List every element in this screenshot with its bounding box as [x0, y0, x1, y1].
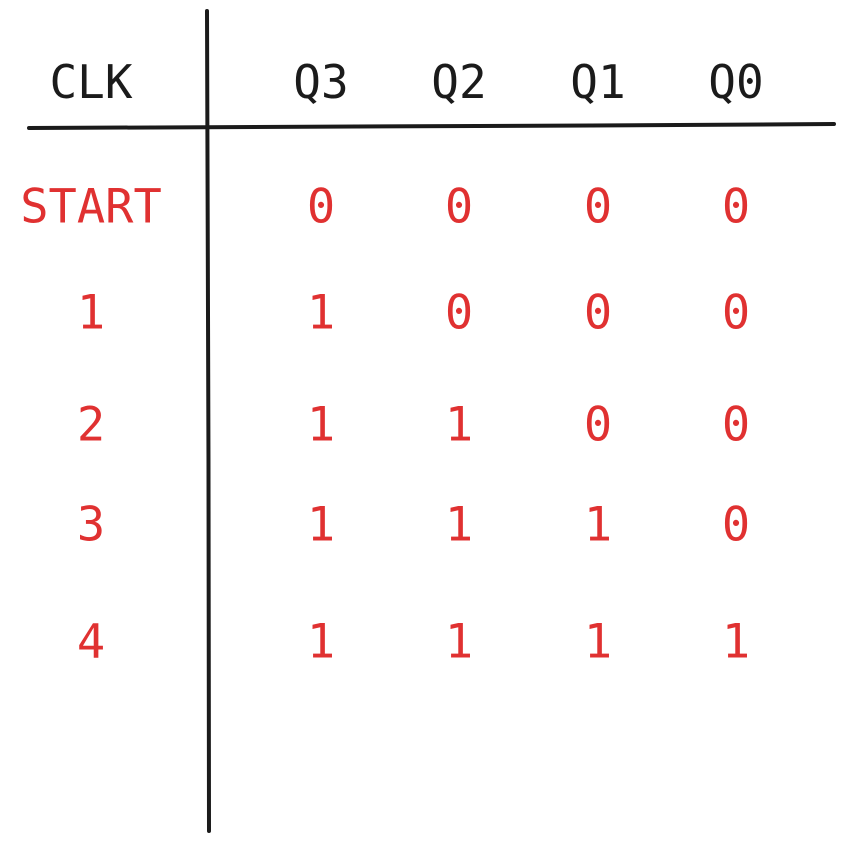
cell-q1: 0	[583, 397, 613, 453]
cell-q3: 1	[306, 397, 336, 453]
cell-q0: 0	[721, 397, 751, 453]
header-divider-line	[27, 122, 836, 130]
cell-q2: 1	[444, 614, 474, 670]
cell-q3: 1	[306, 614, 336, 670]
cell-q3: 1	[306, 497, 336, 553]
clk-column-divider-line	[205, 9, 211, 833]
cell-q2: 1	[444, 397, 474, 453]
row-clk-label: 3	[76, 497, 106, 553]
header-clk: CLK	[49, 55, 133, 109]
cell-q3: 1	[306, 285, 336, 341]
cell-q0: 1	[721, 614, 751, 670]
header-q0: Q0	[708, 55, 764, 109]
cell-q2: 1	[444, 497, 474, 553]
cell-q2: 0	[444, 285, 474, 341]
cell-q0: 0	[721, 497, 751, 553]
row-clk-label: START	[20, 179, 162, 235]
row-clk-label: 2	[76, 397, 106, 453]
cell-q1: 0	[583, 179, 613, 235]
cell-q0: 0	[721, 285, 751, 341]
cell-q0: 0	[721, 179, 751, 235]
row-clk-label: 1	[76, 285, 106, 341]
cell-q1: 1	[583, 497, 613, 553]
row-clk-label: 4	[76, 614, 106, 670]
header-q2: Q2	[431, 55, 487, 109]
cell-q1: 0	[583, 285, 613, 341]
header-q3: Q3	[293, 55, 349, 109]
cell-q1: 1	[583, 614, 613, 670]
cell-q2: 0	[444, 179, 474, 235]
header-q1: Q1	[570, 55, 626, 109]
cell-q3: 0	[306, 179, 336, 235]
